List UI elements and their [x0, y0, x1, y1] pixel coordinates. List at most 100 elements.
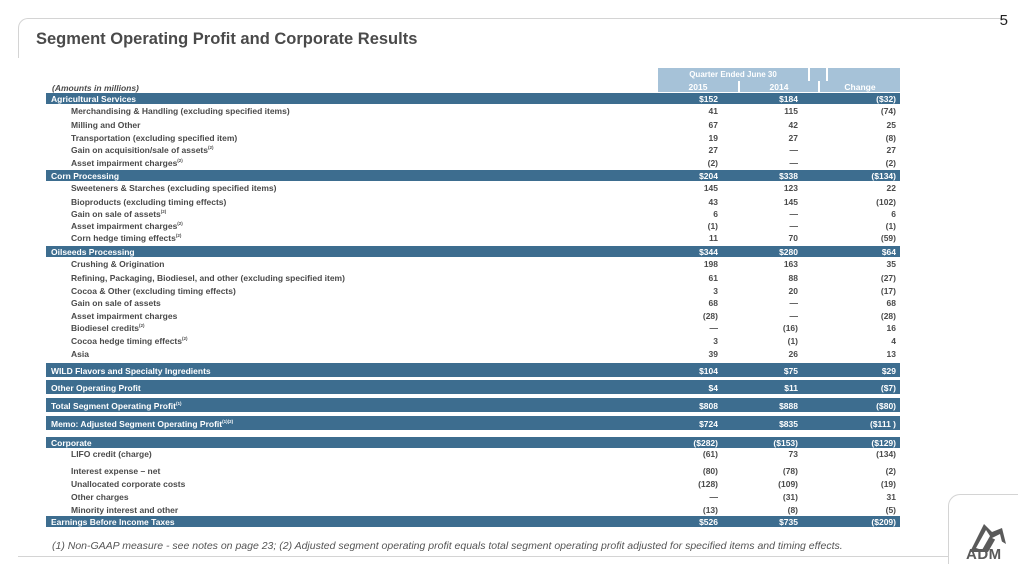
- cell-change: 6: [891, 209, 896, 219]
- cell-change: ($209): [871, 517, 896, 527]
- cell-2014: (109): [778, 479, 798, 489]
- cell-2015: 3: [713, 336, 718, 346]
- table-row: Cocoa hedge timing effects(2) 3 (1) 4: [46, 335, 900, 347]
- table-row: Gain on sale of assets 68 — 68: [46, 297, 900, 309]
- footnote: (1) Non-GAAP measure - see notes on page…: [52, 540, 843, 552]
- table-row: Gain on acquisition/sale of assets(2) 27 —…: [46, 144, 900, 156]
- table-row: Bioproducts (excluding timing effects) 43…: [46, 196, 900, 208]
- table-row: LIFO credit (charge) (61) 73 (134): [46, 448, 900, 460]
- cell-change: (134): [876, 449, 896, 459]
- cell-change: (8): [885, 133, 896, 143]
- cell-change: 22: [886, 183, 896, 193]
- table-row-section: Corporate ($282) ($153) ($129): [46, 437, 900, 448]
- cell-2015: 41: [708, 106, 718, 116]
- cell-2015: —: [709, 323, 719, 333]
- row-label: Asset impairment charges(2): [71, 158, 183, 168]
- row-label: LIFO credit (charge): [71, 449, 152, 459]
- cell-change: 16: [886, 323, 896, 333]
- row-footnote-ref: (2): [175, 233, 182, 239]
- cell-change: $29: [881, 366, 896, 376]
- table-row: Other charges — (31) 31: [46, 491, 900, 503]
- table-row: Crushing & Origination 198 163 35: [46, 258, 900, 270]
- cell-2014: —: [789, 209, 799, 219]
- table-row: Asset impairment charges(2) (1) — (1): [46, 220, 900, 232]
- table-row-section: Other Operating Profit $4 $11 ($7): [46, 380, 900, 394]
- table-row: Refining, Packaging, Biodiesel, and othe…: [46, 272, 900, 284]
- cell-change: (74): [880, 106, 896, 116]
- row-label: Refining, Packaging, Biodiesel, and othe…: [71, 273, 345, 283]
- cell-change: $64: [881, 247, 896, 257]
- table-row: Asia 39 26 13: [46, 348, 900, 360]
- row-label: Earnings Before Income Taxes: [51, 517, 175, 527]
- cell-change: 31: [886, 492, 896, 502]
- row-label: Crushing & Origination: [71, 259, 165, 269]
- cell-2015: $526: [699, 517, 718, 527]
- cell-2014: 88: [788, 273, 798, 283]
- row-label: Other Operating Profit: [51, 383, 141, 393]
- table-row: Minority interest and other (13) (8) (5): [46, 504, 900, 516]
- cell-change: (59): [880, 233, 896, 243]
- cell-2014: $835: [779, 419, 798, 429]
- table-row: Unallocated corporate costs (128) (109) (19…: [46, 478, 900, 490]
- cell-change: ($80): [876, 401, 896, 411]
- table-period-header: Quarter Ended June 30: [658, 68, 900, 81]
- row-label: Transportation (excluding specified item…: [71, 133, 238, 143]
- cell-change: (102): [876, 197, 896, 207]
- cell-2015: (2): [707, 158, 718, 168]
- row-footnote-ref: (2): [160, 209, 167, 215]
- cell-2015: $808: [699, 401, 718, 411]
- cell-2014: 26: [788, 349, 798, 359]
- col-header-change: Change: [820, 81, 900, 92]
- row-label: Total Segment Operating Profit(1): [51, 401, 182, 411]
- cell-change: ($134): [871, 171, 896, 181]
- cell-2015: 198: [703, 259, 718, 269]
- cell-change: 4: [891, 336, 896, 346]
- table-row: Sweeteners & Starches (excluding specifi…: [46, 182, 900, 194]
- row-label: Biodiesel credits(2): [71, 323, 145, 333]
- cell-change: (5): [885, 505, 896, 515]
- row-label: Corn hedge timing effects(2): [71, 233, 182, 243]
- cell-2015: $152: [699, 94, 718, 104]
- table-row-section: Total Segment Operating Profit(1) $808 $88…: [46, 398, 900, 412]
- cell-2014: $184: [779, 94, 798, 104]
- row-label: Other charges: [71, 492, 129, 502]
- row-label: Minority interest and other: [71, 505, 179, 515]
- cell-change: 27: [886, 145, 896, 155]
- cell-2014: (16): [782, 323, 798, 333]
- col-header-2014: 2014: [740, 81, 818, 92]
- cell-change: ($111 ): [870, 419, 896, 429]
- page-title: Segment Operating Profit and Corporate R…: [36, 30, 418, 48]
- row-footnote-ref: (2): [177, 158, 183, 164]
- cell-2014: ($153): [773, 438, 798, 448]
- cell-change: ($32): [876, 94, 896, 104]
- cell-2015: 145: [703, 183, 718, 193]
- cell-change: (19): [880, 479, 896, 489]
- slide-frame-top: [18, 18, 1004, 58]
- row-footnote-ref: (2): [207, 145, 214, 151]
- cell-2015: $204: [699, 171, 718, 181]
- cell-2015: 39: [708, 349, 718, 359]
- cell-2015: 3: [713, 286, 718, 296]
- row-label: Memo: Adjusted Segment Operating Profit(…: [51, 419, 234, 429]
- table-row-section: WILD Flavors and Specialty Ingredients $1…: [46, 363, 900, 377]
- cell-2014: —: [789, 298, 799, 308]
- cell-change: ($7): [880, 383, 896, 393]
- row-label: Gain on sale of assets: [71, 298, 161, 308]
- cell-2014: $338: [779, 171, 798, 181]
- row-label: Asia: [71, 349, 89, 359]
- row-label: Milling and Other: [71, 120, 141, 130]
- cell-2015: (1): [707, 221, 718, 231]
- row-footnote-ref: (1): [176, 401, 182, 407]
- cell-2015: $344: [699, 247, 718, 257]
- cell-2015: $724: [699, 419, 718, 429]
- cell-2014: —: [789, 221, 799, 231]
- cell-2014: (8): [787, 505, 798, 515]
- row-label: Sweeteners & Starches (excluding specifi…: [71, 183, 277, 193]
- row-footnote-ref: (2): [182, 336, 188, 342]
- table-row-section: Oilseeds Processing $344 $280 $64: [46, 246, 900, 257]
- cell-2014: —: [789, 158, 799, 168]
- table-row-section: Memo: Adjusted Segment Operating Profit(…: [46, 416, 900, 430]
- row-label: Interest expense – net: [71, 466, 161, 476]
- row-label: Gain on sale of assets(2): [71, 209, 167, 219]
- slide-frame-bottom: [18, 556, 948, 557]
